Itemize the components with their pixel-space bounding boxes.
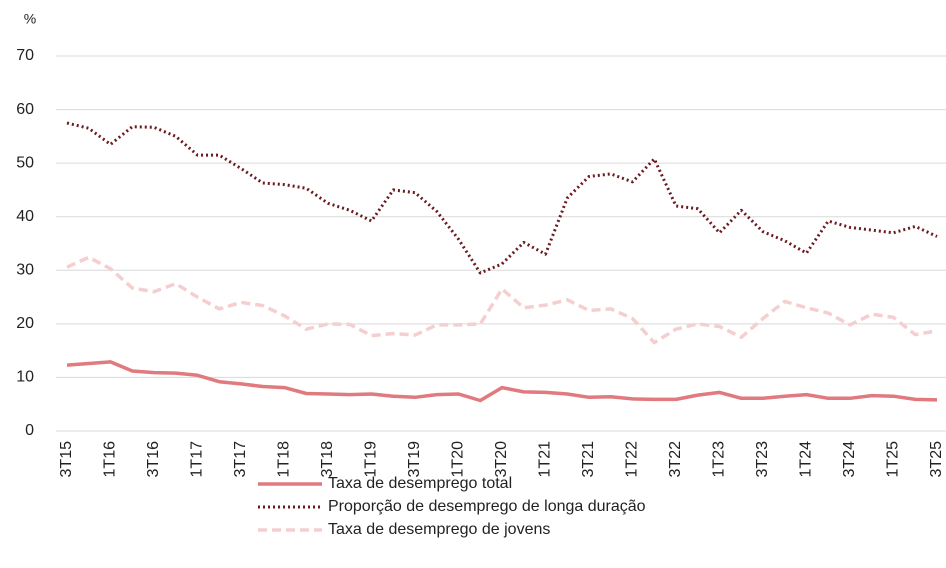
legend-label: Taxa de desemprego total [328,475,512,492]
x-tick-label: 3T21 [580,441,597,478]
y-tick-label: 70 [16,47,34,64]
legend-label: Taxa de desemprego de jovens [328,521,550,538]
x-tick-label: 1T18 [276,441,293,478]
x-tick-label: 1T22 [624,441,641,478]
x-tick-label: 3T16 [145,441,162,478]
x-tick-label: 1T17 [189,441,206,478]
y-tick-label: 40 [16,208,34,225]
x-tick-label: 3T20 [493,441,510,478]
series-line [66,121,938,275]
y-tick-label: 30 [16,262,34,279]
x-tick-label: 1T16 [102,441,119,478]
y-axis-label: % [24,11,36,27]
x-tick-label: 1T25 [885,441,902,478]
x-tick-label: 1T19 [363,441,380,478]
x-tick-label: 3T19 [406,441,423,478]
x-tick-label: 3T18 [319,441,336,478]
x-tick-label: 3T23 [754,441,771,478]
y-tick-label: 0 [25,422,34,439]
y-tick-label: 60 [16,101,34,118]
x-tick-label: 1T20 [450,441,467,478]
x-tick-label: 1T23 [711,441,728,478]
x-tick-label: 3T17 [232,441,249,478]
x-tick-label: 3T22 [667,441,684,478]
y-tick-label: 20 [16,315,34,332]
x-tick-label: 3T24 [841,441,858,478]
y-tick-label: 10 [16,369,34,386]
legend-label: Proporção de desemprego de longa duração [328,498,646,515]
x-tick-label: 3T25 [928,441,945,478]
x-tick-label: 1T21 [537,441,554,478]
x-tick-label: 1T24 [798,441,815,478]
x-tick-label: 3T15 [58,441,75,478]
series-line [66,360,938,403]
y-tick-label: 50 [16,154,34,171]
